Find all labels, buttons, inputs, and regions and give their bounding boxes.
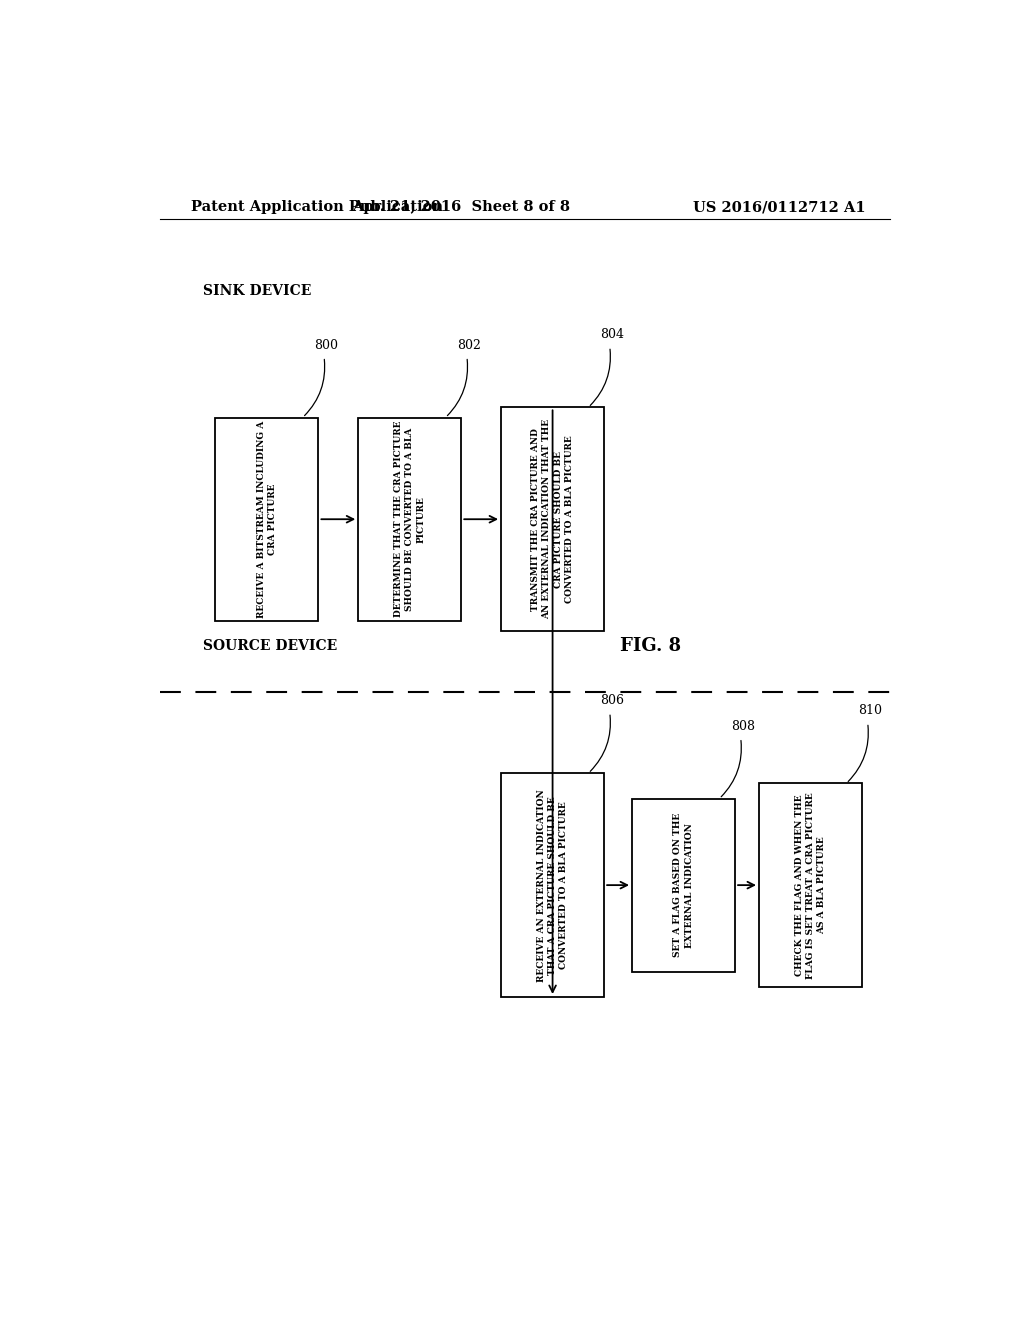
Text: Patent Application Publication: Patent Application Publication xyxy=(191,201,443,214)
Text: TRANSMIT THE CRA PICTURE AND
AN EXTERNAL INDICATION THAT THE
CRA PICTURE SHOULD : TRANSMIT THE CRA PICTURE AND AN EXTERNAL… xyxy=(531,420,573,619)
Text: SOURCE DEVICE: SOURCE DEVICE xyxy=(204,639,338,653)
Text: FIG. 8: FIG. 8 xyxy=(620,638,681,655)
Bar xyxy=(215,417,318,620)
Text: RECEIVE A BITSTREAM INCLUDING A
CRA PICTURE: RECEIVE A BITSTREAM INCLUDING A CRA PICT… xyxy=(257,421,276,618)
Text: DETERMINE THAT THE CRA PICTURE
SHOULD BE CONVERTED TO A BLA
PICTURE: DETERMINE THAT THE CRA PICTURE SHOULD BE… xyxy=(394,421,425,618)
Bar xyxy=(759,784,862,987)
Text: 810: 810 xyxy=(858,705,882,718)
Bar xyxy=(358,417,461,620)
Text: US 2016/0112712 A1: US 2016/0112712 A1 xyxy=(693,201,866,214)
Text: 802: 802 xyxy=(458,338,481,351)
Bar xyxy=(632,799,735,972)
Text: RECEIVE AN EXTERNAL INDICATION
THAT A CRA PICTURE SHOULD BE
CONVERTED TO A BLA P: RECEIVE AN EXTERNAL INDICATION THAT A CR… xyxy=(537,789,568,982)
Text: SINK DEVICE: SINK DEVICE xyxy=(204,284,311,297)
Text: 808: 808 xyxy=(731,719,755,733)
Text: 804: 804 xyxy=(600,329,625,342)
Text: Apr. 21, 2016  Sheet 8 of 8: Apr. 21, 2016 Sheet 8 of 8 xyxy=(352,201,570,214)
Bar xyxy=(501,774,604,997)
Bar xyxy=(501,408,604,631)
Text: CHECK THE FLAG AND WHEN THE
FLAG IS SET TREAT A CRA PICTURE
AS A BLA PICTURE: CHECK THE FLAG AND WHEN THE FLAG IS SET … xyxy=(795,792,826,978)
Text: SET A FLAG BASED ON THE
EXTERNAL INDICATION: SET A FLAG BASED ON THE EXTERNAL INDICAT… xyxy=(674,813,693,957)
Text: 800: 800 xyxy=(314,338,339,351)
Text: 806: 806 xyxy=(600,694,625,708)
